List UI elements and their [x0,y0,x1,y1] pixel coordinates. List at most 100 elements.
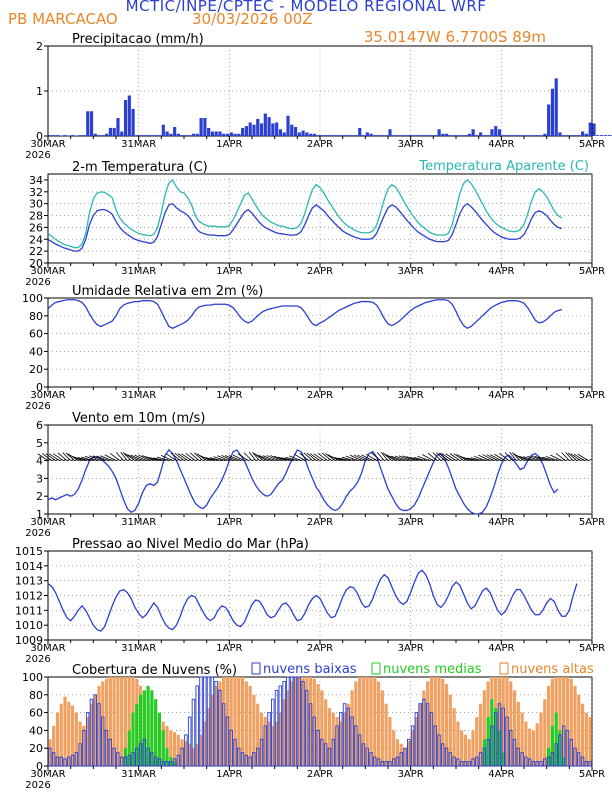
cloud-bar-nuvens-medias [482,739,486,766]
cloud-bar-nuvens-baixas [267,712,271,767]
cloud-bar-nuvens-baixas [225,716,230,767]
cloud-bar-nuvens-baixas [546,756,551,767]
cloud-bar-nuvens-altas [210,694,214,766]
precip-bar [513,135,517,136]
wind-vector [127,454,139,461]
cloud-bar-nuvens-baixas [361,743,366,767]
wind-vector [202,456,215,461]
cloud-bar-nuvens-altas [471,730,475,766]
cloud-bar-nuvens-baixas [135,747,139,767]
wind-vector [104,454,117,461]
cloud-bar-nuvens-altas [89,703,94,766]
cloud-bar-nuvens-baixas [67,756,71,767]
precip-bar [316,135,320,136]
cloud-bar-nuvens-baixas [478,752,483,767]
station-name: PB MARCACAO [8,10,118,28]
wind-vector [545,456,559,461]
legend-label: nuvens medias [383,662,482,677]
wind-vector [515,454,528,461]
cloud-bar-nuvens-altas [301,677,305,766]
cloud-bar-nuvens-baixas [210,676,215,767]
precip-bar [282,132,286,136]
precip-bar [214,131,218,136]
cloud-bar-nuvens-medias [161,730,165,766]
cloud-bar-nuvens-baixas [116,752,120,767]
precip-bar [131,109,135,136]
precip-bar [52,135,56,136]
cloud-bar-nuvens-baixas [452,756,456,767]
cloud-bar-nuvens-altas [180,739,184,766]
series-line-pressao [47,569,578,632]
wind-vector [338,457,351,461]
wind-vector [65,452,75,461]
cloud-bar-nuvens-baixas [191,698,196,767]
cloud-bar-nuvens-baixas [509,729,513,767]
cloud-bar-nuvens-baixas [214,681,218,767]
x-day-label: 2APR [307,643,333,654]
cloud-bar-nuvens-altas [407,741,411,766]
cloud-bar-nuvens-baixas [425,703,430,767]
precip-bar [584,133,589,136]
cloud-bar-nuvens-baixas [391,758,396,767]
precip-bar [203,118,207,136]
precip-bar [293,127,298,136]
precip-bar [471,129,475,136]
cloud-bar-nuvens-baixas [543,758,547,767]
cloud-bar-nuvens-baixas [373,756,377,767]
cloud-bar-nuvens-altas [395,739,400,766]
cloud-bar-nuvens-altas [244,681,248,766]
precip-bar [448,135,453,136]
precip-bar [554,78,558,136]
cloud-bar-nuvens-baixas [380,761,385,767]
cloud-bar-nuvens-baixas [252,752,256,767]
precip-bar [89,111,94,136]
wind-vector [285,456,298,461]
cloud-bar-nuvens-medias [497,730,502,766]
precip-bar [93,133,97,136]
wind-vector [67,453,79,461]
wind-vector [478,454,491,461]
cloud-bar-nuvens-baixas [357,734,362,767]
cloud-bar-nuvens-altas [169,730,173,766]
wind-vector [474,456,487,461]
cloud-bar-nuvens-baixas [82,729,86,767]
wind-vector-head [588,459,592,461]
x-day-label: 30MAR [30,517,65,528]
precip-bar [207,127,211,136]
precip-bar [199,118,203,136]
wind-vector [134,454,147,461]
precip-bar [263,113,267,136]
cloud-bar-nuvens-baixas [255,747,260,767]
precip-bar [97,135,101,136]
y-tick-label: 0 [36,130,43,143]
cloud-bar-nuvens-altas [237,677,241,766]
x-year-label: 2026 [25,401,50,412]
cloud-bar-nuvens-altas [86,717,90,766]
cloud-bar-nuvens-baixas [346,707,351,767]
precip-bar [112,127,116,136]
cloud-bar-nuvens-altas [467,739,471,766]
x-day-label: 4APR [488,139,514,150]
precip-bar [411,135,415,136]
wind-vector [499,453,510,461]
precip-bar [305,132,309,136]
cloud-bar-nuvens-altas [577,694,581,766]
cloud-bar-nuvens-baixas [550,752,555,767]
x-day-label: 3APR [398,517,424,528]
cloud-bar-nuvens-baixas [339,712,343,767]
cloud-bar-nuvens-medias [550,725,554,766]
cloud-bar-nuvens-baixas [259,738,264,767]
cloud-bar-nuvens-baixas [384,761,388,767]
cloud-bar-nuvens-altas [271,725,275,766]
wind-vector [37,453,49,461]
wind-vector [394,455,408,461]
cloud-bar-nuvens-baixas [203,676,207,767]
cloud-bar-nuvens-altas [203,721,207,766]
series-line-umidade-relativa [47,299,562,330]
precip-bar [539,135,543,136]
cloud-bar-nuvens-altas [531,730,536,766]
x-day-label: 4APR [488,390,514,401]
wind-vector [160,454,173,461]
cloud-bar-nuvens-altas [543,699,547,766]
